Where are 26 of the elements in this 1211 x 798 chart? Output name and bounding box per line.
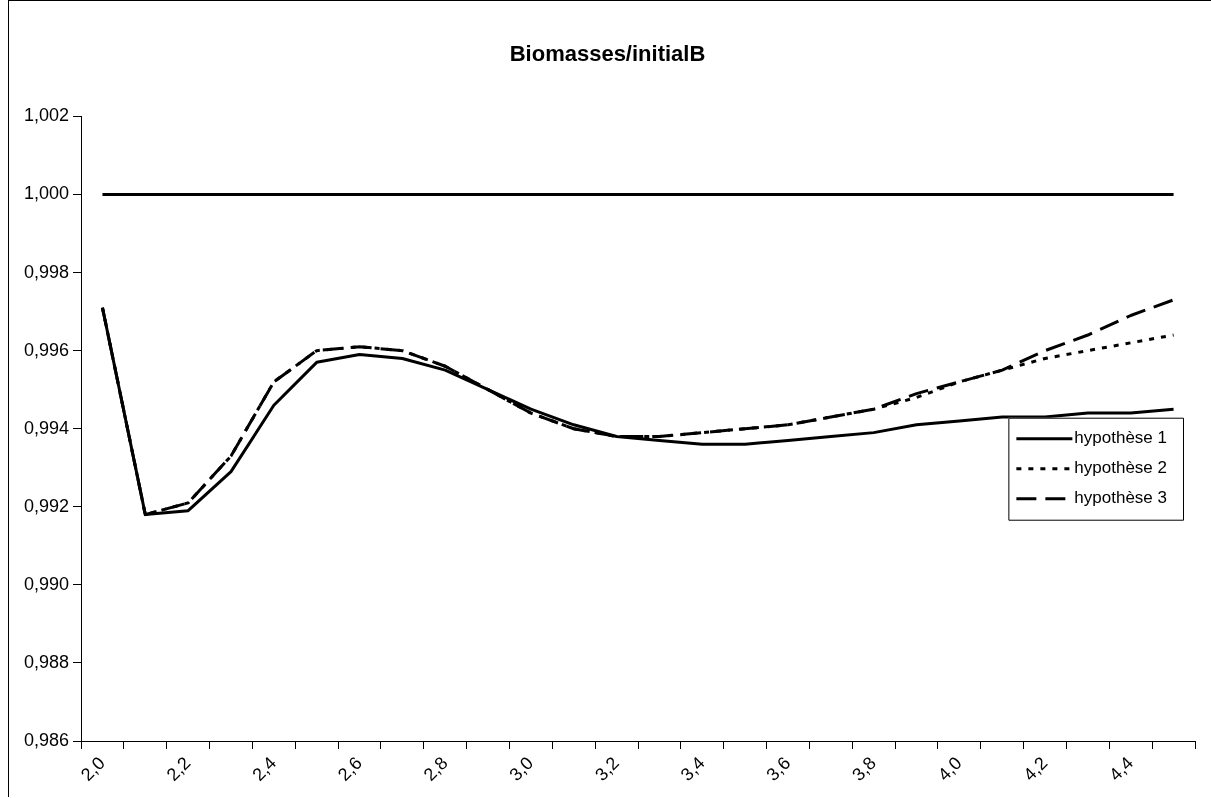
x-tick-label: 3,6 [762, 752, 795, 785]
y-tick-label: 0,986 [24, 730, 70, 750]
legend-label: hypothèse 3 [1074, 488, 1168, 508]
x-tick-label: 2,0 [76, 752, 109, 785]
chart-title: Biomasses/initialB [509, 41, 706, 67]
y-tick-label: 0,992 [24, 495, 70, 516]
x-tick-label: 4,4 [1105, 752, 1138, 785]
y-tick-label: 0,998 [24, 261, 70, 282]
x-tick-label: 3,4 [676, 752, 709, 785]
y-tick-label: 0,988 [24, 651, 70, 672]
y-tick-label: 0,990 [24, 573, 70, 594]
y-tick-label: 1,002 [24, 105, 70, 126]
x-tick-label: 2,6 [334, 752, 366, 785]
y-tick-label: 0,994 [24, 417, 70, 438]
x-tick-label: 4,0 [933, 752, 966, 785]
legend-label: hypothèse 1 [1074, 428, 1168, 448]
y-tick-label: 0,996 [24, 339, 70, 360]
x-tick-label: 2,8 [419, 752, 452, 785]
y-tick-label: 1,000 [24, 183, 70, 204]
x-tick-label: 3,2 [591, 752, 623, 785]
x-tick-label: 3,0 [505, 752, 538, 785]
legend-label: hypothèse 2 [1074, 458, 1168, 478]
x-tick-label: 2,2 [162, 752, 195, 785]
x-tick-label: 3,8 [848, 752, 881, 785]
x-tick-label: 2,4 [248, 752, 281, 785]
x-tick-label: 4,2 [1019, 752, 1052, 785]
